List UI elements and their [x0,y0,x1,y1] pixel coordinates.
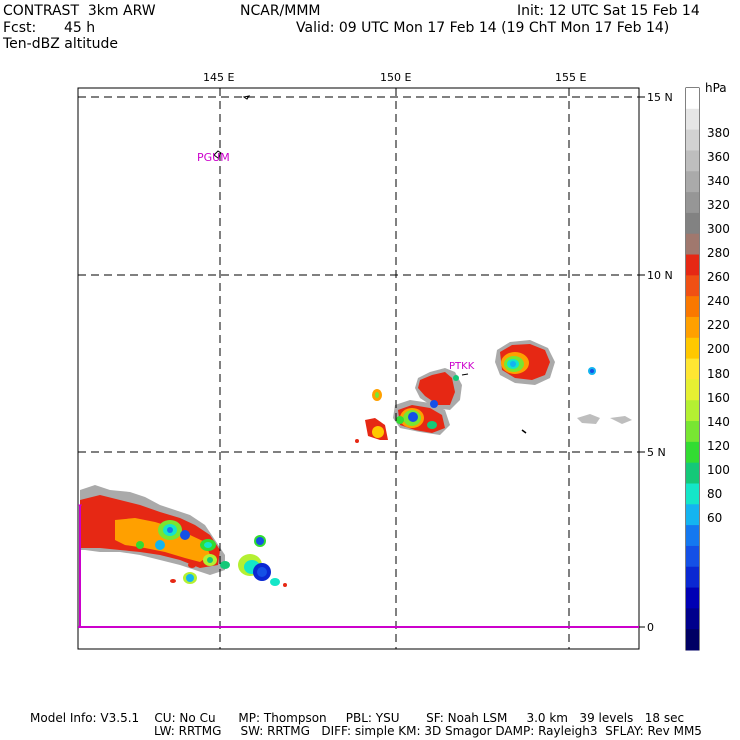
colorbar-cell [686,545,699,568]
lat-label-0: 0 [647,621,654,634]
colorbar-cell [686,462,699,484]
lat-label-10n: 10 N [647,269,673,282]
valid-time: Valid: 09 UTC Mon 17 Feb 14 (19 ChT Mon … [296,20,670,36]
colorbar-label: 140 [707,414,730,429]
lon-label-145: 145 E [203,71,235,84]
colorbar-cells [686,88,699,651]
colorbar-cell [686,421,699,443]
colorbar-cell [686,108,699,131]
colorbar-label: 100 [707,462,730,477]
station-label-pgum: PGUM [197,151,230,164]
organization: NCAR/MMM [240,3,321,19]
colorbar-cell [686,129,699,151]
lat-label-5n: 5 N [647,446,666,459]
model-info-line2: LW: RRTMG SW: RRTMG DIFF: simple KM: 3D … [154,724,702,738]
colorbar-label: 160 [707,390,730,405]
colorbar-cell [686,88,699,110]
colorbar-cell [686,337,699,360]
colorbar-cell [686,358,699,380]
colorbar-label: 340 [707,174,730,189]
colorbar-cell [686,400,699,422]
colorbar-cell [686,587,699,609]
echo-cells [80,340,632,587]
colorbar-cell [686,171,699,193]
colorbar-label: 180 [707,366,730,381]
colorbar-cell [686,504,699,526]
lon-label-150: 150 E [380,71,412,84]
colorbar-cell [686,254,699,276]
colorbar-cell [686,483,699,505]
colorbar-label: 280 [707,246,730,261]
colorbar-label: 380 [707,126,730,140]
colorbar-cell [686,275,699,297]
colorbar-unit: hPa [705,81,727,95]
colorbar-cell [686,233,699,256]
colorbar-label: 360 [707,150,730,165]
colorbar-cell [686,441,699,464]
field-name: Ten-dBZ altitude [3,36,118,52]
colorbar-label: 220 [707,318,730,333]
colorbar-label: 300 [707,222,730,237]
lat-lon-grid [78,88,639,649]
colorbar-cell [686,525,699,547]
colorbar-cell [686,192,699,214]
colorbar-cell [686,212,699,235]
colorbar-label: 60 [707,510,723,525]
model-info-line1: Model Info: V3.5.1 CU: No Cu MP: Thompso… [30,711,685,725]
colorbar-cell [686,608,699,630]
colorbar-cell [686,629,699,651]
map-frame [77,87,640,650]
colorbar-cell [686,379,699,401]
init-time: Init: 12 UTC Sat 15 Feb 14 [517,3,700,19]
colorbar-cell [686,316,699,339]
colorbar-label: 240 [707,294,730,309]
colorbar-label: 260 [707,270,730,285]
colorbar-cell [686,296,699,318]
forecast-label: Fcst: [3,20,37,36]
lat-label-15n: 15 N [647,91,673,104]
colorbar-label: 80 [707,486,723,501]
colorbar-cell [686,150,699,172]
lon-label-155: 155 E [555,71,587,84]
colorbar-label: 320 [707,198,730,213]
colorbar-label: 200 [707,342,730,357]
colorbar-cell [686,566,699,589]
station-label-ptkk: PTKK [449,361,475,372]
forecast-hour: 45 h [64,20,96,36]
colorbar-label: 120 [707,438,730,453]
model-title: CONTRAST 3km ARW [3,3,156,19]
